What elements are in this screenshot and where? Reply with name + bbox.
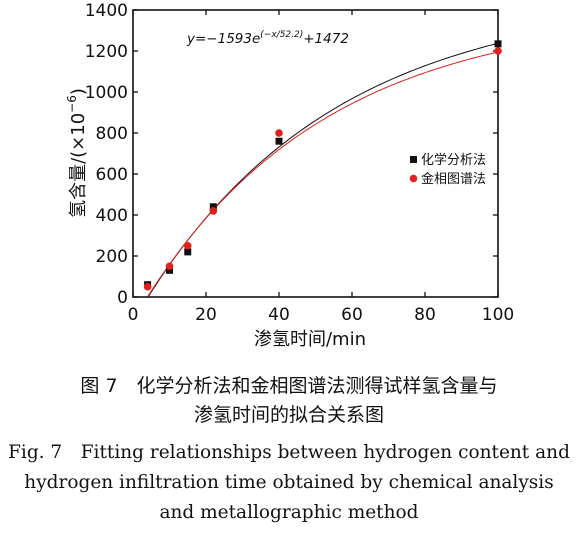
plot-frame: [132, 9, 499, 298]
legend-label-chemical: 化学分析法: [421, 152, 486, 168]
fit-curves: [147, 42, 499, 298]
x-tick-label: 100: [482, 305, 514, 325]
x-axis-label: 渗氢时间/min: [254, 329, 366, 350]
data-point-metallographic: [275, 129, 283, 137]
y-tick-label: 1400: [85, 1, 128, 21]
data-points: [143, 40, 502, 291]
y-tick-label: 200: [96, 247, 128, 267]
caption-en-line3: and metallographic method: [159, 502, 419, 523]
y-tick-label: 800: [96, 124, 128, 144]
y-tick-label: 1200: [85, 42, 128, 62]
y-tick-label: 0: [117, 288, 128, 308]
legend-marker-chemical: [410, 156, 417, 163]
fit-curve-0: [147, 42, 499, 298]
caption-cn-line1: 图 7 化学分析法和金相图谱法测得试样氢含量与: [80, 375, 498, 397]
caption-en-line1: Fig. 7 Fitting relationships between hyd…: [8, 442, 570, 463]
data-point-chemical: [209, 203, 217, 211]
legend-marker-metallographic: [409, 174, 418, 183]
y-tick-label: 600: [96, 165, 128, 185]
x-tick-label: 80: [414, 305, 436, 325]
data-point-metallographic: [183, 241, 192, 250]
data-point-metallographic: [209, 207, 218, 215]
fit-equation: y=−1593e(−x/52.2)+1472: [186, 30, 349, 47]
data-point-chemical: [494, 40, 502, 48]
data-point-chemical: [184, 248, 192, 256]
data-point-metallographic: [165, 262, 174, 271]
x-tick-label: 20: [195, 305, 217, 325]
y-tick-label: 400: [96, 206, 128, 226]
fit-curve-1: [147, 51, 499, 297]
data-point-chemical: [275, 137, 283, 145]
caption-cn-line2: 渗氢时间的拟合关系图: [193, 404, 384, 426]
x-tick-label: 40: [268, 305, 290, 325]
data-point-metallographic: [494, 47, 502, 55]
legend: 化学分析法 金相图谱法: [409, 152, 486, 187]
data-point-metallographic: [143, 282, 152, 291]
legend-label-metallographic: 金相图谱法: [421, 171, 486, 187]
y-axis-label: 氢含量/(×10−6): [65, 88, 89, 218]
y-tick-label: 1000: [85, 83, 128, 103]
x-tick-label: 0: [128, 305, 139, 325]
caption-en-line2: hydrogen infiltration time obtained by c…: [24, 472, 554, 493]
x-tick-label: 60: [341, 305, 363, 325]
data-point-chemical: [166, 266, 173, 274]
